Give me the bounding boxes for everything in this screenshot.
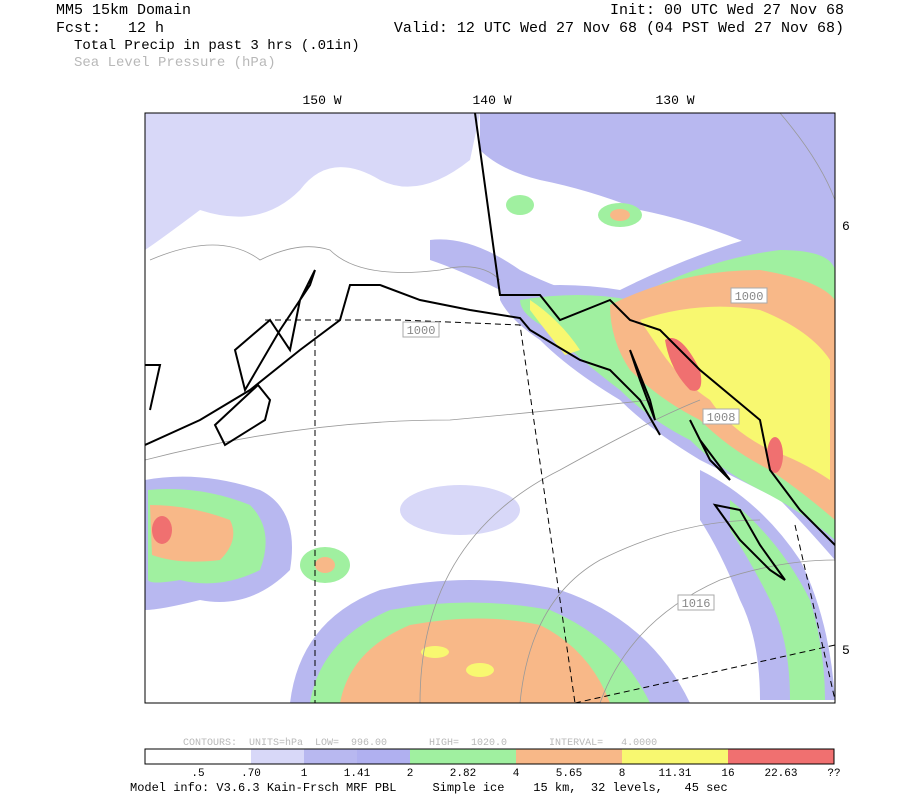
colorbar-label: .5	[191, 768, 204, 780]
latitude-label: 5	[842, 643, 850, 658]
colorbar-label: 8	[619, 768, 626, 780]
precip-field	[145, 113, 835, 703]
latitude-label: 6	[842, 219, 850, 234]
overlays	[145, 113, 835, 703]
map-frame	[144, 112, 836, 704]
colorbar-label: 1.41	[344, 768, 371, 780]
longitude-label: 130 W	[655, 93, 694, 108]
colorbar-label: 16	[721, 768, 734, 780]
valid-time: Valid: 12 UTC Wed 27 Nov 68 (04 PST Wed …	[393, 20, 844, 37]
colorbar: .5 .70 1 1.41 2 2.82 4 5.65 8 11.31 16 22.63??	[144, 748, 841, 780]
isobar-label: 1008	[707, 411, 736, 425]
colorbar-label: 1	[301, 768, 308, 780]
colorbar-label: 2.82	[450, 768, 476, 780]
longitude-label: 150 W	[302, 93, 341, 108]
isobar-label: 1000	[407, 324, 436, 338]
colorbar-label: 4	[513, 768, 520, 780]
colorbar-label: 11.31	[658, 768, 691, 780]
model-title: MM5 15km Domain	[56, 2, 192, 19]
field-secondary: Sea Level Pressure (hPa)	[74, 55, 276, 71]
colorbar-label: 2	[407, 768, 414, 780]
colorbar-label: 22.63	[764, 768, 797, 780]
isobar-labels: 1000 1000 1008 1016	[402, 287, 768, 611]
colorbar-label: 5.65	[556, 768, 582, 780]
colorbar-label: .70	[241, 768, 261, 780]
longitude-label: 140 W	[472, 93, 511, 108]
isobar-label: 1016	[682, 597, 711, 611]
field-primary: Total Precip in past 3 hrs (.01in)	[74, 38, 360, 54]
model-info: Model info: V3.6.3 Kain-Frsch MRF PBL Si…	[130, 781, 728, 795]
forecast-hour: Fcst: 12 h	[56, 20, 165, 37]
contour-info: CONTOURS: UNITS=hPa LOW= 996.00 HIGH= 10…	[183, 737, 657, 749]
colorbar-label: ??	[827, 768, 840, 780]
isobar-label: 1000	[735, 290, 764, 304]
init-time: Init: 00 UTC Wed 27 Nov 68	[609, 2, 844, 19]
